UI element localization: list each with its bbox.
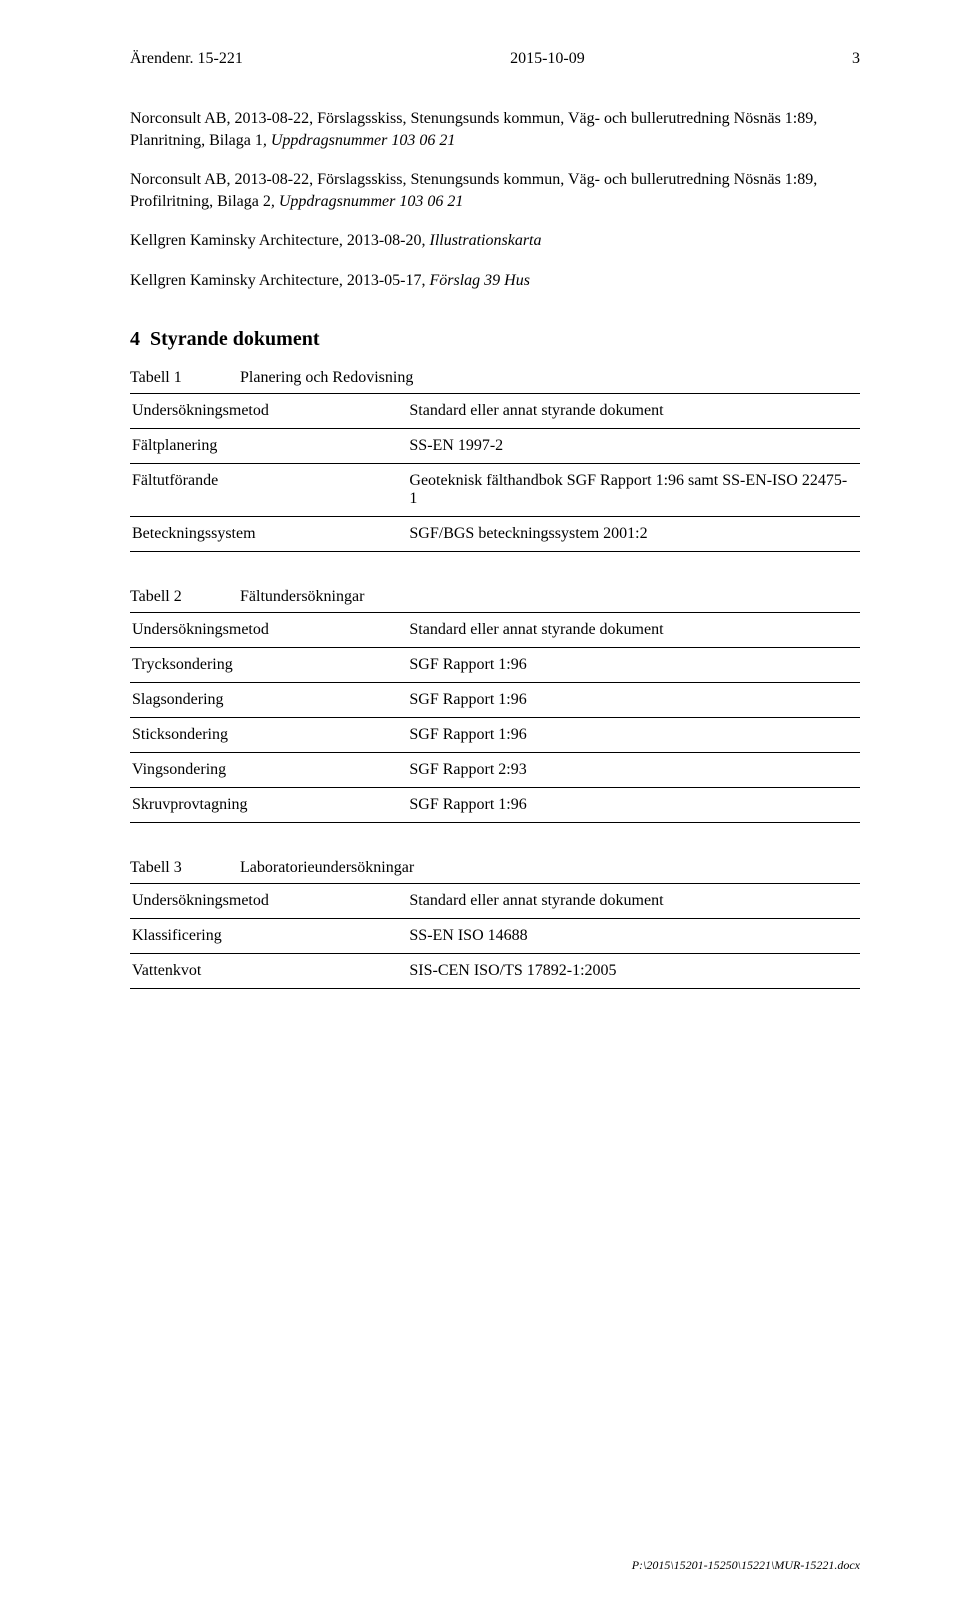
table2-r1-c1: Slagsondering [130,682,407,717]
table3-r1-c2: SIS-CEN ISO/TS 17892-1:2005 [407,953,860,988]
table1-r0-c1: Fältplanering [130,428,407,463]
paragraph-3-italic: Illustrationskarta [429,232,541,249]
section-title-text: Styrande dokument [150,328,319,350]
table3-caption-label: Tabell 3 [130,859,240,877]
page: Ärendenr. 15-221 2015-10-09 3 Norconsult… [0,0,960,1597]
header-left: Ärendenr. 15-221 [130,50,243,68]
table2-r4-c2: SGF Rapport 1:96 [407,787,860,822]
page-header: Ärendenr. 15-221 2015-10-09 3 [130,50,860,68]
table-row: Beteckningssystem SGF/BGS beteckningssys… [130,516,860,551]
table1-r1-c2: Geoteknisk fälthandbok SGF Rapport 1:96 … [407,463,860,516]
table3-r0-c1: Klassificering [130,918,407,953]
table-row: Sticksondering SGF Rapport 1:96 [130,717,860,752]
table3-r0-c2: SS-EN ISO 14688 [407,918,860,953]
table2-caption: Tabell 2Fältundersökningar [130,588,860,606]
table-row: Vattenkvot SIS-CEN ISO/TS 17892-1:2005 [130,953,860,988]
table2-r3-c1: Vingsondering [130,752,407,787]
table2-head-row: Undersökningsmetod Standard eller annat … [130,612,860,647]
table3-head-col1: Undersökningsmetod [130,883,407,918]
paragraph-2-italic: , Uppdragsnummer 103 06 21 [271,193,463,210]
table-row: Vingsondering SGF Rapport 2:93 [130,752,860,787]
table2-head-col2: Standard eller annat styrande dokument [407,612,860,647]
table1-caption-label: Tabell 1 [130,369,240,387]
table2-r3-c2: SGF Rapport 2:93 [407,752,860,787]
table3-caption-text: Laboratorieundersökningar [240,859,414,876]
footer-path: P:\2015\15201-15250\15221\MUR-15221.docx [632,1558,860,1573]
table1-caption: Tabell 1Planering och Redovisning [130,369,860,387]
header-page-number: 3 [852,50,860,68]
paragraph-2: Norconsult AB, 2013-08-22, Förslagsskiss… [130,169,860,212]
table2-r1-c2: SGF Rapport 1:96 [407,682,860,717]
table2-r4-c1: Skruvprovtagning [130,787,407,822]
table2-caption-label: Tabell 2 [130,588,240,606]
paragraph-4-italic: Förslag 39 Hus [429,272,529,289]
table2-head-col1: Undersökningsmetod [130,612,407,647]
table-row: Skruvprovtagning SGF Rapport 1:96 [130,787,860,822]
table2-r2-c1: Sticksondering [130,717,407,752]
paragraph-4-plain: Kellgren Kaminsky Architecture, 2013-05-… [130,272,429,289]
table1-r2-c2: SGF/BGS beteckningssystem 2001:2 [407,516,860,551]
paragraph-2-plain: Norconsult AB, 2013-08-22, Förslagsskiss… [130,171,817,210]
table1-caption-text: Planering och Redovisning [240,369,413,386]
table3-r1-c1: Vattenkvot [130,953,407,988]
table2-r0-c1: Trycksondering [130,647,407,682]
table2: Undersökningsmetod Standard eller annat … [130,612,860,823]
section-number: 4 [130,328,140,350]
table2-caption-text: Fältundersökningar [240,588,364,605]
table1-head-row: Undersökningsmetod Standard eller annat … [130,393,860,428]
paragraph-3: Kellgren Kaminsky Architecture, 2013-08-… [130,230,860,252]
table1-r2-c1: Beteckningssystem [130,516,407,551]
section-heading: 4 Styrande dokument [130,328,860,351]
paragraph-1-italic: , Uppdragsnummer 103 06 21 [263,132,455,149]
table1-r0-c2: SS-EN 1997-2 [407,428,860,463]
table-row: Fältutförande Geoteknisk fälthandbok SGF… [130,463,860,516]
paragraph-1: Norconsult AB, 2013-08-22, Förslagsskiss… [130,108,860,151]
table3-head-col2: Standard eller annat styrande dokument [407,883,860,918]
table1-r1-c1: Fältutförande [130,463,407,516]
header-date: 2015-10-09 [510,50,585,68]
table1-head-col2: Standard eller annat styrande dokument [407,393,860,428]
table3: Undersökningsmetod Standard eller annat … [130,883,860,989]
table1: Undersökningsmetod Standard eller annat … [130,393,860,552]
paragraph-1-plain: Norconsult AB, 2013-08-22, Förslagsskiss… [130,110,817,149]
table3-head-row: Undersökningsmetod Standard eller annat … [130,883,860,918]
table2-r2-c2: SGF Rapport 1:96 [407,717,860,752]
table-row: Trycksondering SGF Rapport 1:96 [130,647,860,682]
table3-caption: Tabell 3Laboratorieundersökningar [130,859,860,877]
table1-head-col1: Undersökningsmetod [130,393,407,428]
table-row: Slagsondering SGF Rapport 1:96 [130,682,860,717]
paragraph-4: Kellgren Kaminsky Architecture, 2013-05-… [130,270,860,292]
paragraph-3-plain: Kellgren Kaminsky Architecture, 2013-08-… [130,232,429,249]
table-row: Fältplanering SS-EN 1997-2 [130,428,860,463]
table-row: Klassificering SS-EN ISO 14688 [130,918,860,953]
table2-r0-c2: SGF Rapport 1:96 [407,647,860,682]
